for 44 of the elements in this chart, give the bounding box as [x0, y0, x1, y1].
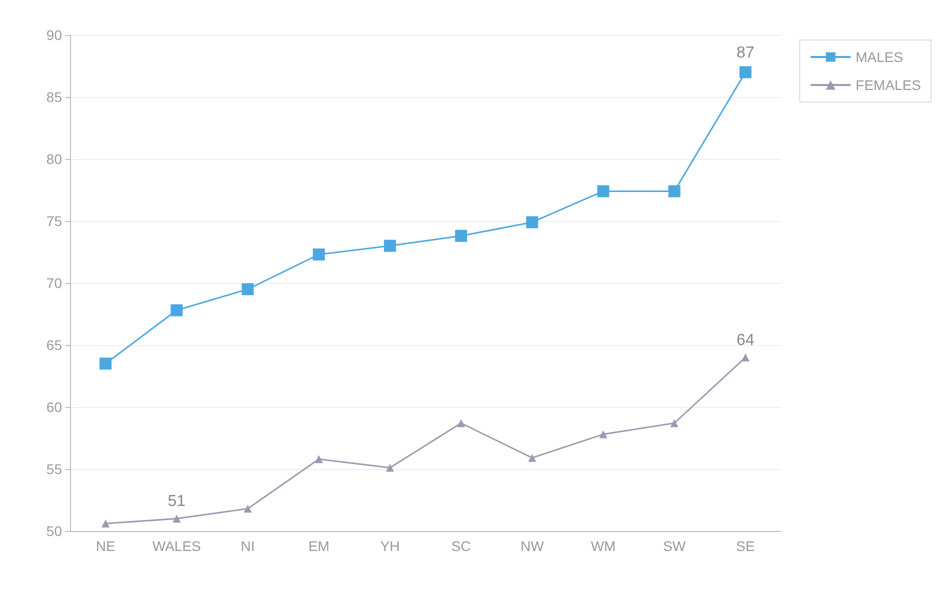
point [100, 358, 112, 370]
point [455, 230, 468, 242]
point [102, 520, 110, 528]
x-tick-label: WM [590, 538, 616, 554]
x-tick-label: NE [96, 538, 116, 554]
point [457, 419, 466, 428]
y-tick-label: 80 [46, 151, 62, 167]
data-label: 87 [736, 44, 754, 62]
point [170, 304, 183, 316]
legend-label: MALES [856, 49, 904, 65]
x-tick-label: EM [308, 538, 330, 554]
point [528, 454, 536, 462]
data-label: 51 [168, 493, 186, 510]
x-tick-label: NW [520, 538, 545, 554]
point [242, 283, 254, 296]
y-tick-label: 65 [46, 337, 62, 353]
point [526, 216, 538, 228]
data-label: 64 [736, 332, 754, 349]
y-tick-label: 70 [46, 275, 62, 291]
point [739, 66, 752, 78]
point [312, 248, 325, 260]
y-tick-label: 60 [46, 399, 62, 415]
y-tick-label: 85 [46, 89, 62, 105]
point [670, 419, 678, 428]
legend-label: FEMALES [856, 77, 922, 93]
point [597, 185, 610, 198]
point [384, 240, 396, 252]
point [244, 504, 252, 513]
y-tick-label: 75 [46, 213, 62, 229]
y-tick-label: 50 [46, 523, 62, 539]
x-tick-label: SC [451, 538, 471, 554]
y-tick-label: 55 [46, 461, 62, 477]
point [599, 430, 608, 438]
x-tick-label: WALES [152, 538, 201, 554]
point [386, 464, 394, 472]
x-tick-label: SW [663, 538, 686, 554]
x-tick-label: YH [380, 538, 400, 554]
y-tick-label: 90 [46, 27, 62, 43]
point [172, 514, 181, 523]
x-tick-label: SE [736, 538, 755, 554]
point [668, 185, 680, 198]
point [314, 455, 323, 464]
point [741, 353, 750, 362]
x-tick-label: NI [240, 538, 255, 554]
